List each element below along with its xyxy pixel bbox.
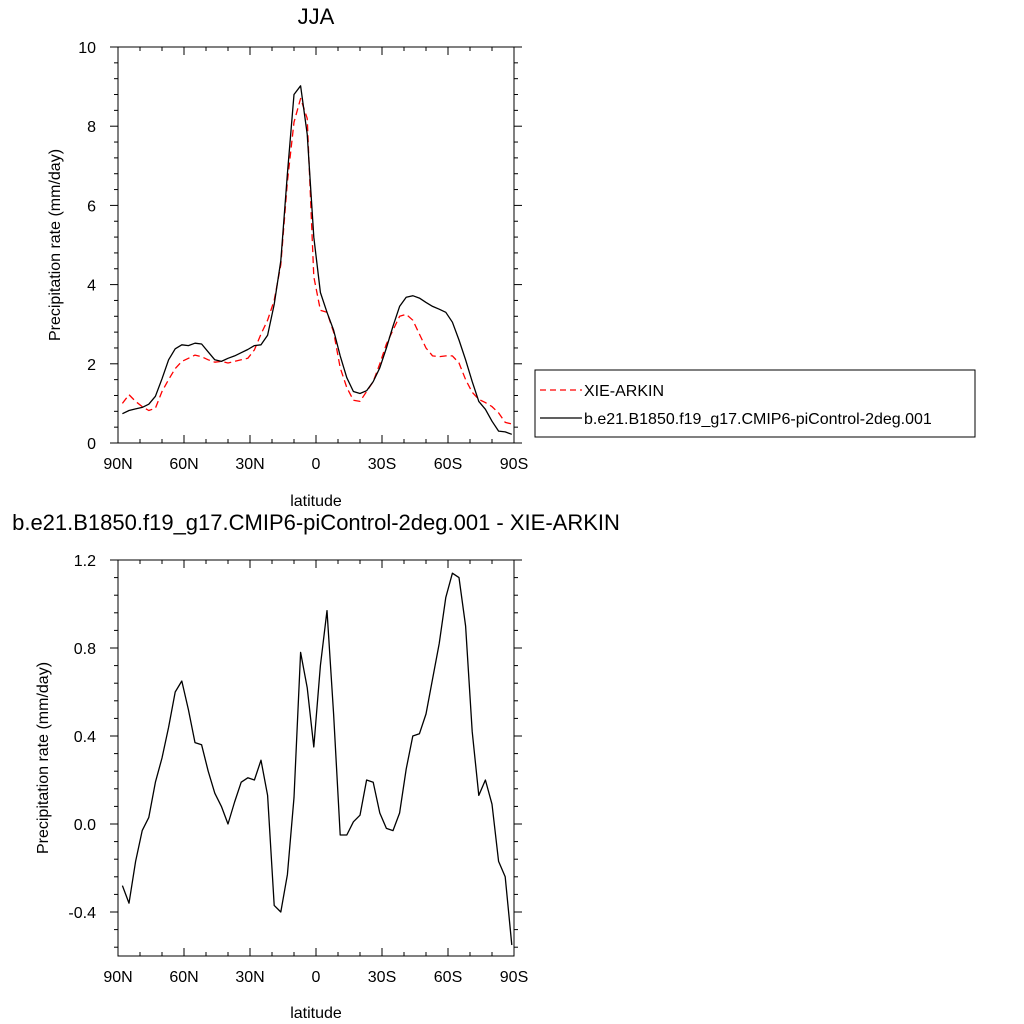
axes: 90N 60N 30N 0 30S 60S 90S 0 2 4 6 8 10 <box>78 40 528 473</box>
x-tick-label: 30N <box>235 456 264 473</box>
x-axis-label: latitude <box>290 1005 342 1022</box>
x-tick-label: 60S <box>434 969 462 986</box>
x-tick-label: 30S <box>368 969 396 986</box>
y-tick-label: 10 <box>78 40 96 57</box>
x-tick-label: 90N <box>103 456 132 473</box>
y-tick-label: 4 <box>87 278 96 295</box>
series-lines <box>121 572 513 946</box>
x-tick-label: 60N <box>169 969 198 986</box>
y-tick-label: 2 <box>87 357 96 374</box>
y-axis-label: Precipitation rate (mm/day) <box>35 662 52 854</box>
legend-box <box>534 369 976 438</box>
x-tick-label: 90S <box>500 456 528 473</box>
x-tick-label: 90S <box>500 969 528 986</box>
x-tick-label: 30S <box>368 456 396 473</box>
plot-frame <box>117 559 515 957</box>
y-tick-label: -0.4 <box>68 905 96 922</box>
x-tick-label: 0 <box>312 969 321 986</box>
y-axis-label: Precipitation rate (mm/day) <box>47 149 64 341</box>
series-line-difference <box>121 572 513 946</box>
y-tick-label: 8 <box>87 119 96 136</box>
chart-title: b.e21.B1850.f19_g17.CMIP6-piControl-2deg… <box>12 510 620 535</box>
y-tick-label: 0.8 <box>74 641 96 658</box>
legend-entry-xie-arkin: XIE-ARKIN <box>584 383 664 400</box>
x-tick-label: 30N <box>235 969 264 986</box>
x-tick-label: 0 <box>312 456 321 473</box>
chart-title: JJA <box>298 4 335 29</box>
panel-difference: b.e21.B1850.f19_g17.CMIP6-piControl-2deg… <box>12 510 620 1022</box>
x-tick-label: 60S <box>434 456 462 473</box>
x-axis-label: latitude <box>290 493 342 510</box>
series-line-xie-arkin <box>121 97 512 425</box>
y-tick-label: 1.2 <box>74 553 96 570</box>
plot-frame <box>117 46 515 444</box>
y-tick-label: 6 <box>87 198 96 215</box>
y-tick-label: 0.4 <box>74 729 96 746</box>
x-tick-label: 90N <box>103 969 132 986</box>
series-lines <box>121 85 513 435</box>
y-tick-label: 0 <box>87 436 96 453</box>
y-tick-label: 0.0 <box>74 817 96 834</box>
x-tick-label: 60N <box>169 456 198 473</box>
legend: XIE-ARKIN b.e21.B1850.f19_g17.CMIP6-piCo… <box>534 369 976 438</box>
series-line-b-e21-b1850-f19-g17-cmip6-picontrol-2deg-001 <box>122 85 513 435</box>
axes: 90N 60N 30N 0 30S 60S 90S -0.4 0.0 0.4 0.8 1.2 <box>68 553 528 986</box>
legend-entry-model: b.e21.B1850.f19_g17.CMIP6-piControl-2deg… <box>584 411 932 428</box>
